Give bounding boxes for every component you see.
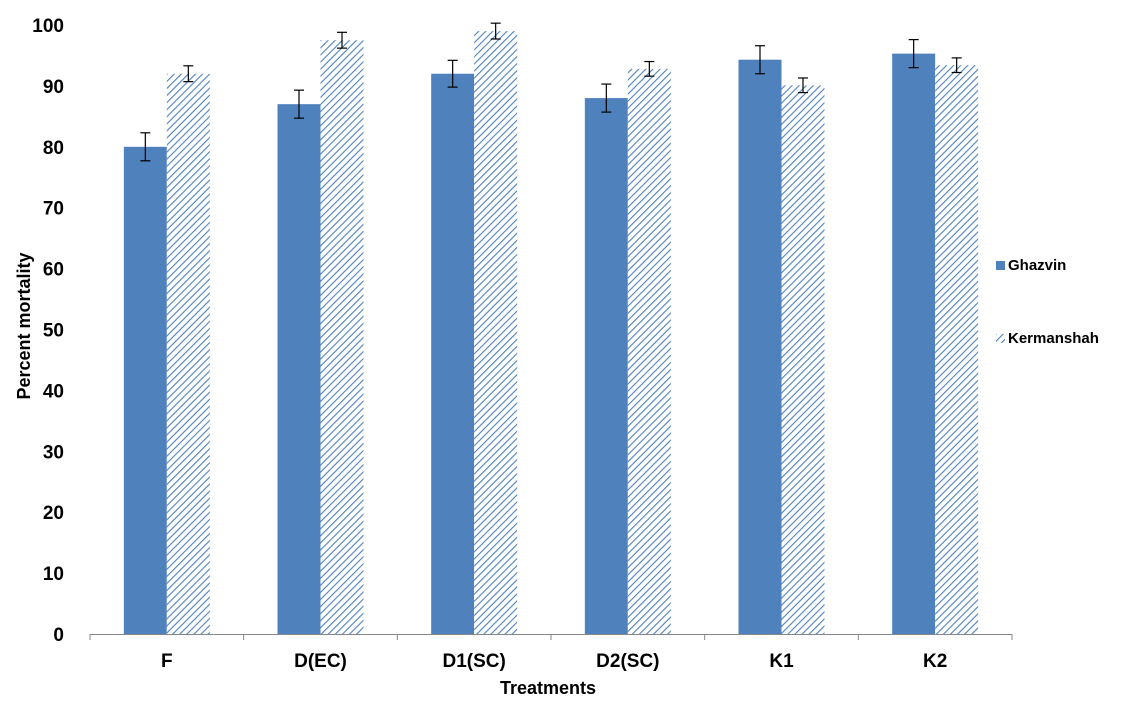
error-bar (294, 89, 304, 119)
error-bar (601, 83, 612, 113)
bar-ghazvin-dec (277, 104, 321, 635)
y-tick-label: 80 (43, 138, 64, 159)
x-tick-label: D(EC) (294, 651, 347, 672)
error-bar (140, 132, 151, 162)
y-tick-label: 70 (43, 199, 64, 220)
y-tick-label: 100 (32, 16, 64, 37)
bar-ghazvin-k1 (738, 59, 782, 634)
y-tick-label: 90 (43, 77, 64, 98)
bar-kermanshah-d1sc (474, 31, 518, 634)
bar-ghazvin-d2sc (584, 98, 628, 634)
bar-kermanshah-k1 (781, 85, 825, 634)
bar-ghazvin-d1sc (431, 73, 475, 635)
legend-label: Ghazvin (1008, 257, 1066, 274)
bar-ghazvin-k2 (892, 53, 936, 635)
x-tick-label: K2 (923, 651, 947, 672)
x-tick-label: D1(SC) (442, 651, 505, 672)
error-bar (798, 77, 808, 94)
x-tick-label: F (161, 651, 173, 672)
bar-ghazvin-f (123, 146, 167, 635)
error-bar (951, 57, 962, 74)
x-tick-label: K1 (769, 651, 794, 672)
legend-swatch (996, 334, 1005, 343)
error-bar (908, 39, 919, 69)
legend-item-ghazvin: Ghazvin (996, 257, 1066, 274)
x-axis-label: Treatments (500, 678, 596, 698)
x-axis-ticks: F D(EC) D1(SC) D2(SC) K1 K2 (89, 634, 1013, 672)
error-bar (447, 59, 458, 88)
bar-kermanshah-k2 (935, 65, 979, 635)
x-tick-label: D2(SC) (596, 651, 659, 672)
y-axis-ticks: 0 10 20 30 40 50 60 70 80 90 100 (32, 16, 64, 646)
legend-label: Kermanshah (1008, 330, 1099, 347)
error-bar (490, 22, 501, 40)
y-tick-label: 0 (53, 625, 64, 646)
bars (123, 31, 979, 635)
y-tick-label: 20 (43, 503, 64, 524)
error-bar (183, 65, 194, 83)
y-axis-label: Percent mortality (14, 252, 34, 399)
error-bar (337, 31, 347, 49)
bar-kermanshah-d2sc (627, 68, 671, 634)
legend: Ghazvin Kermanshah (996, 257, 1099, 347)
bar-kermanshah-f (166, 73, 210, 635)
y-tick-label: 60 (43, 260, 64, 281)
error-bar (644, 60, 655, 77)
bar-kermanshah-dec (320, 40, 364, 635)
error-bars (140, 22, 962, 162)
y-tick-label: 10 (43, 564, 64, 585)
y-tick-label: 30 (43, 442, 64, 463)
legend-swatch (996, 261, 1005, 270)
y-tick-label: 40 (43, 381, 64, 402)
legend-item-kermanshah: Kermanshah (996, 330, 1099, 347)
error-bar (755, 45, 765, 75)
y-tick-label: 50 (43, 321, 64, 342)
